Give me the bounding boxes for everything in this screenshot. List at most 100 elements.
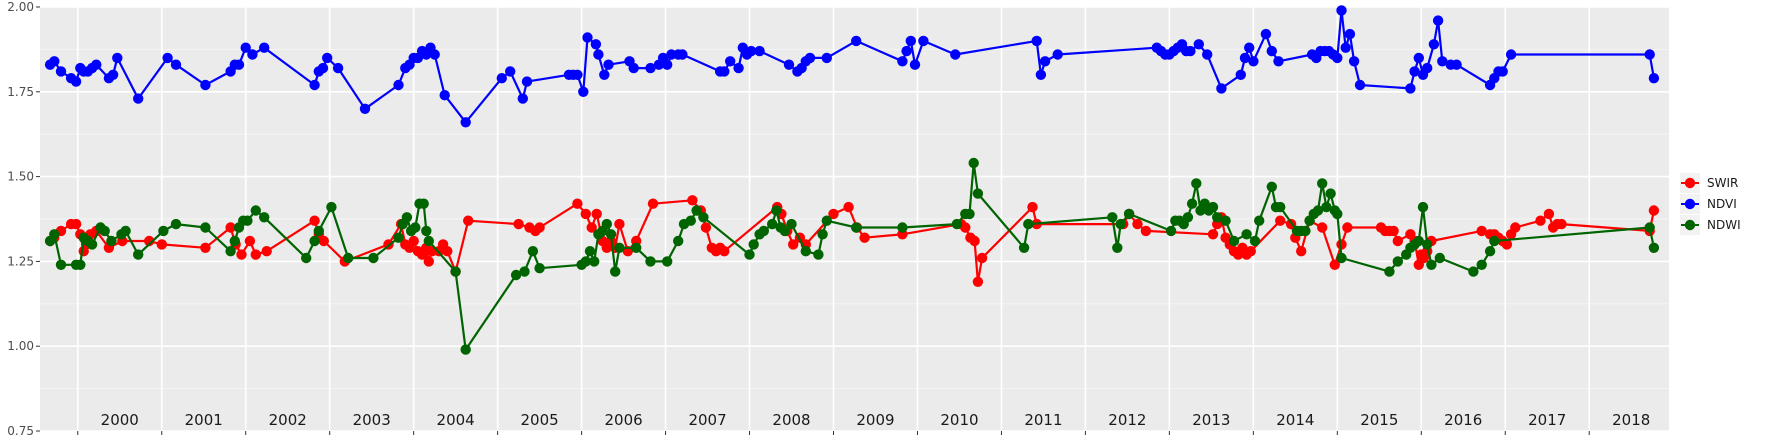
data-point-ndvi bbox=[460, 117, 471, 128]
data-point-ndwi bbox=[897, 222, 908, 233]
data-point-swir bbox=[1388, 225, 1399, 237]
data-point-swir bbox=[1275, 215, 1286, 226]
data-point-ndwi bbox=[748, 239, 759, 250]
data-point-ndwi bbox=[1220, 215, 1231, 226]
data-point-ndwi bbox=[527, 246, 539, 257]
data-point-ndwi bbox=[698, 212, 709, 223]
y-tick-label: 2.00 bbox=[7, 0, 34, 14]
data-point-ndwi bbox=[510, 269, 522, 281]
data-point-ndvi bbox=[628, 62, 639, 74]
data-point-ndwi bbox=[584, 246, 596, 257]
data-point-ndvi bbox=[1648, 73, 1660, 84]
data-point-swir bbox=[156, 239, 167, 250]
data-point-ndwi bbox=[259, 212, 270, 223]
data-point-ndwi bbox=[55, 259, 67, 270]
data-point-ndvi bbox=[496, 73, 507, 84]
data-point-ndwi bbox=[968, 157, 979, 169]
y-tick-label: 1.50 bbox=[7, 170, 34, 184]
data-point-ndvi bbox=[897, 56, 908, 67]
series-group bbox=[44, 5, 1660, 355]
data-point-swir bbox=[236, 249, 247, 260]
data-point-ndvi bbox=[1239, 52, 1251, 64]
data-point-ndwi bbox=[1266, 181, 1278, 192]
year-label: 2003 bbox=[353, 411, 391, 429]
year-label: 2012 bbox=[1108, 411, 1146, 429]
data-point-ndwi bbox=[1191, 178, 1202, 189]
data-point-ndwi bbox=[421, 225, 432, 237]
data-point-ndwi bbox=[1212, 212, 1223, 223]
data-point-ndwi bbox=[964, 208, 975, 220]
data-point-swir bbox=[1501, 239, 1513, 250]
data-point-swir bbox=[442, 246, 453, 257]
data-point-ndvi bbox=[590, 39, 602, 50]
year-label: 2008 bbox=[772, 411, 810, 429]
data-point-ndvi bbox=[746, 45, 757, 57]
data-point-ndwi bbox=[673, 235, 684, 247]
data-point-ndvi bbox=[393, 79, 404, 91]
data-point-swir bbox=[225, 222, 236, 233]
legend: SWIR NDVI NDWI bbox=[1680, 173, 1741, 235]
data-point-swir bbox=[250, 249, 261, 260]
data-point-ndwi bbox=[1384, 266, 1395, 277]
data-point-ndwi bbox=[601, 218, 612, 230]
data-point-swir bbox=[843, 201, 854, 213]
data-point-ndvi bbox=[1432, 15, 1444, 26]
legend-item-swir: SWIR bbox=[1680, 173, 1738, 193]
data-point-ndwi bbox=[1644, 222, 1655, 233]
data-point-ndvi bbox=[112, 52, 123, 64]
year-label: 2006 bbox=[604, 411, 642, 429]
data-point-ndwi bbox=[1254, 215, 1265, 226]
data-point-ndvi bbox=[599, 69, 610, 81]
data-point-ndvi bbox=[1244, 42, 1255, 53]
data-point-ndvi bbox=[1451, 59, 1462, 70]
data-point-ndwi bbox=[120, 225, 131, 237]
data-point-ndwi bbox=[1241, 229, 1252, 240]
data-point-swir bbox=[719, 246, 730, 257]
data-point-swir bbox=[144, 235, 155, 247]
data-point-ndwi bbox=[1489, 235, 1500, 247]
year-label: 2002 bbox=[269, 411, 307, 429]
data-point-swir bbox=[463, 215, 474, 226]
year-label: 2013 bbox=[1192, 411, 1230, 429]
data-point-ndwi bbox=[767, 218, 778, 230]
data-point-ndvi bbox=[170, 59, 182, 70]
data-point-ndvi bbox=[439, 90, 450, 101]
data-point-ndwi bbox=[614, 242, 625, 253]
data-point-swir bbox=[318, 235, 329, 247]
data-point-ndwi bbox=[1115, 218, 1126, 230]
data-point-ndvi bbox=[1260, 28, 1272, 40]
data-point-ndwi bbox=[1336, 252, 1347, 264]
data-point-ndwi bbox=[605, 229, 617, 240]
data-point-ndwi bbox=[1228, 235, 1240, 247]
data-point-swir bbox=[1392, 235, 1404, 247]
year-label: 2014 bbox=[1276, 411, 1314, 429]
data-point-ndvi bbox=[1035, 69, 1047, 81]
data-point-ndvi bbox=[593, 49, 604, 60]
data-point-ndwi bbox=[1484, 246, 1496, 257]
data-point-swir bbox=[859, 232, 870, 243]
data-point-ndwi bbox=[691, 205, 702, 216]
data-point-ndwi bbox=[1207, 201, 1219, 213]
data-point-swir bbox=[591, 208, 602, 220]
data-point-ndvi bbox=[1644, 49, 1655, 60]
year-label: 2018 bbox=[1612, 411, 1650, 429]
data-point-ndvi bbox=[821, 52, 832, 64]
data-point-swir bbox=[1245, 246, 1257, 257]
data-point-ndvi bbox=[950, 49, 961, 60]
data-point-ndvi bbox=[719, 66, 730, 77]
data-point-swir bbox=[70, 218, 82, 230]
data-point-ndwi bbox=[786, 218, 797, 230]
data-point-ndvi bbox=[322, 52, 333, 64]
data-point-ndvi bbox=[1336, 5, 1347, 16]
data-point-ndwi bbox=[1332, 208, 1343, 220]
year-label: 2010 bbox=[940, 411, 978, 429]
data-point-ndvi bbox=[70, 76, 82, 87]
data-point-ndvi bbox=[1273, 56, 1284, 67]
data-point-ndwi bbox=[418, 198, 429, 209]
data-point-ndvi bbox=[804, 52, 816, 64]
data-point-ndvi bbox=[1428, 39, 1440, 50]
data-point-ndwi bbox=[800, 246, 811, 257]
data-point-swir bbox=[828, 208, 839, 220]
year-label: 2000 bbox=[101, 411, 139, 429]
